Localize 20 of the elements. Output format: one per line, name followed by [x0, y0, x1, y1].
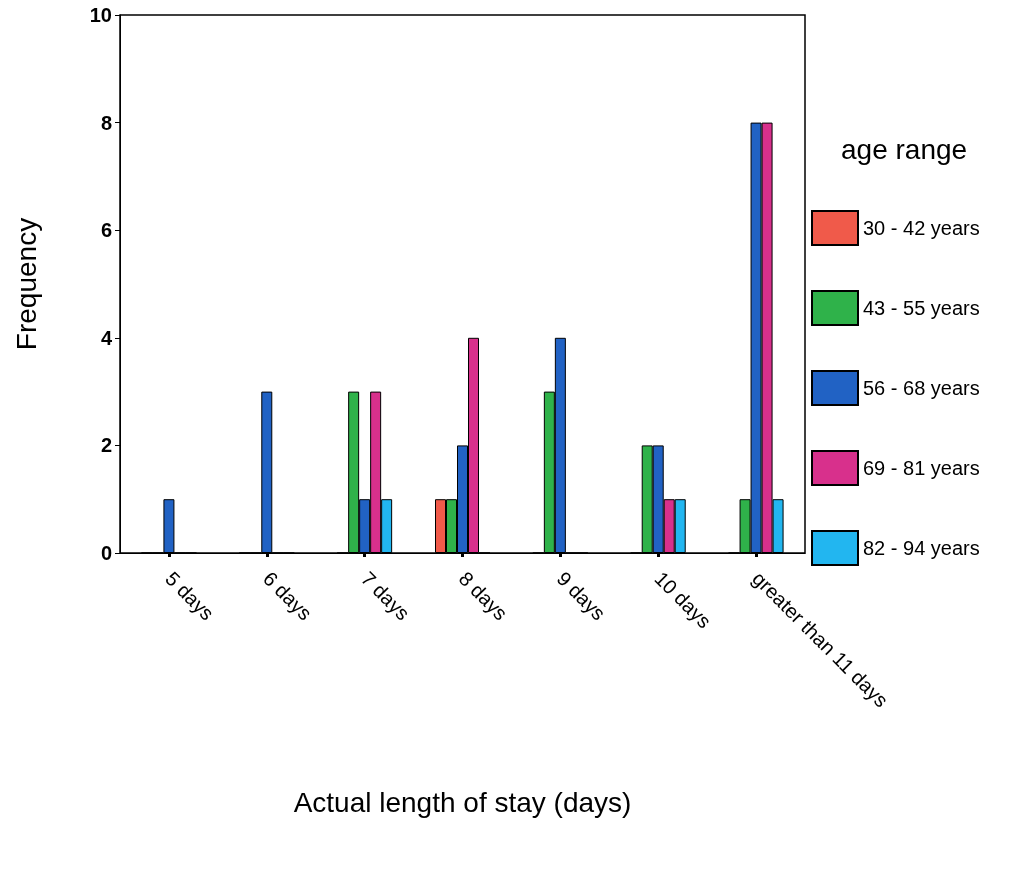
- y-tick-label: 2: [100, 434, 112, 457]
- x-tick-label: 8 days: [454, 567, 512, 625]
- x-tick-label: 5 days: [161, 567, 219, 625]
- x-tick-label: 10 days: [650, 567, 716, 633]
- x-tick-label: 7 days: [356, 567, 415, 625]
- x-axis-title: Actual length of stay (days): [293, 786, 632, 818]
- y-tick-label: 0: [100, 542, 112, 564]
- legend-label: 69 - 81 years: [863, 457, 980, 479]
- x-tick-label: 9 days: [552, 567, 610, 625]
- y-tick-label: 8: [100, 111, 112, 134]
- legend-title: age range: [841, 133, 968, 165]
- y-axis-title: Frequency: [10, 217, 42, 351]
- y-tick-label: 6: [100, 219, 112, 242]
- y-tick-label: 4: [100, 326, 113, 349]
- x-tick-label: 6 days: [259, 567, 317, 625]
- legend-label: 56 - 68 years: [863, 377, 980, 399]
- legend-label: 82 - 94 years: [863, 537, 980, 559]
- y-tick-label: 10: [89, 4, 112, 26]
- legend-label: 30 - 42 years: [863, 217, 980, 239]
- legend-label: 43 - 55 years: [863, 297, 980, 319]
